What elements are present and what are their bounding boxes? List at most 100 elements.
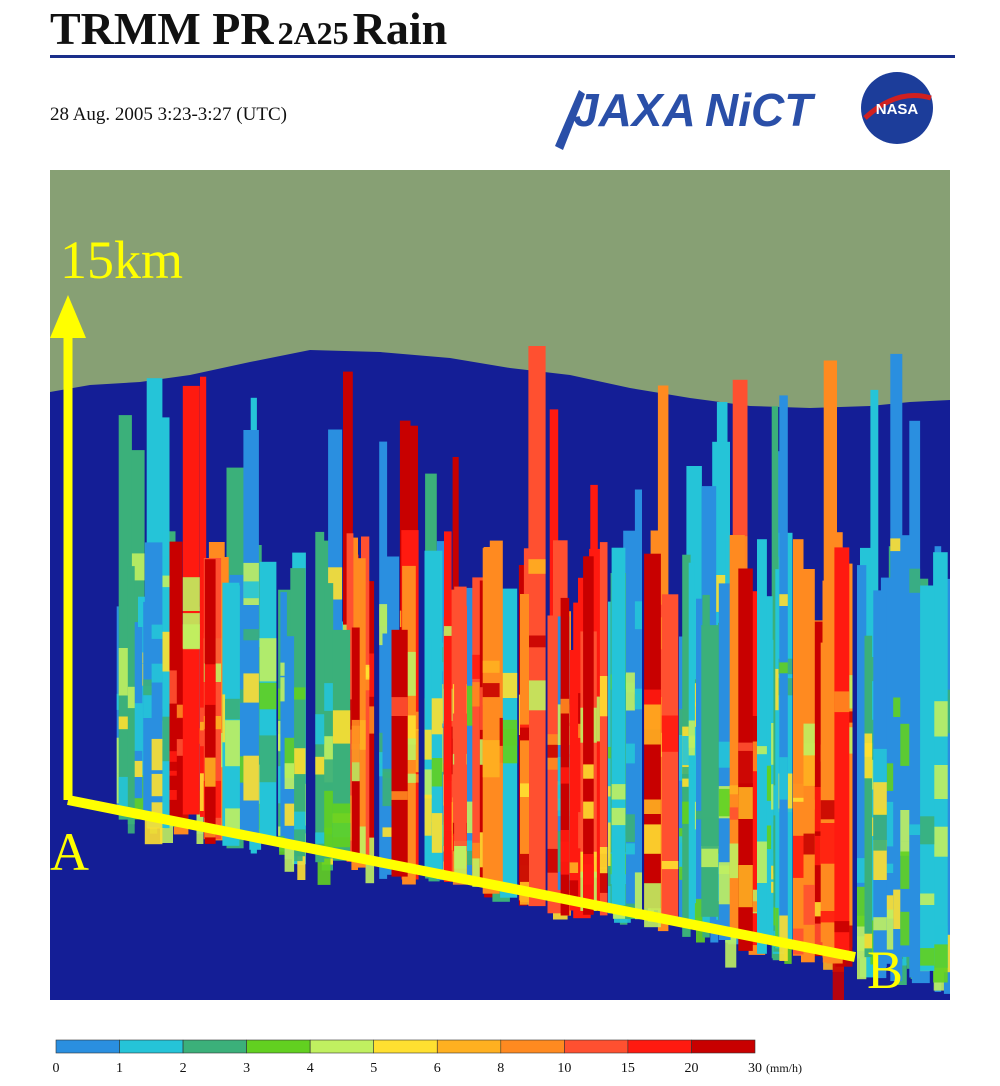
rain-intensity-segment xyxy=(718,788,731,817)
rain-intensity-segment xyxy=(472,858,485,887)
title-main: TRMM PR xyxy=(50,3,274,54)
rain-intensity-segment xyxy=(482,740,500,778)
rain-column xyxy=(520,594,529,902)
nasa-logo: NASA xyxy=(861,72,933,144)
rain-intensity-segment xyxy=(225,720,240,767)
rain-intensity-segment xyxy=(315,832,325,844)
nasa-logo-text: NASA xyxy=(876,101,919,118)
rain-intensity-segment xyxy=(599,868,608,893)
rain-intensity-segment xyxy=(864,743,873,779)
rain-intensity-segment xyxy=(243,755,259,801)
jaxa-logo: JAXA xyxy=(555,84,696,150)
colorbar-tick-label: 8 xyxy=(497,1061,504,1076)
rain-intensity-segment xyxy=(379,604,388,646)
colorbar-tick-label: 5 xyxy=(370,1061,377,1076)
rain-intensity-segment xyxy=(933,765,948,799)
rain-intensity-segment xyxy=(424,822,432,856)
rain-intensity-segment xyxy=(243,673,259,703)
rain-intensity-segment xyxy=(834,691,850,713)
rain-intensity-segment xyxy=(880,863,894,873)
rain-intensity-segment xyxy=(644,799,661,814)
rain-column xyxy=(623,530,637,904)
rain-intensity-segment xyxy=(200,773,207,811)
rain-intensity-segment xyxy=(890,889,903,929)
rain-intensity-segment xyxy=(644,704,661,745)
rain-intensity-segment xyxy=(365,706,375,734)
colorbar-swatch xyxy=(627,1039,692,1054)
height-axis-arrowhead-icon xyxy=(50,295,86,338)
rain-intensity-segment xyxy=(933,925,948,947)
colorbar-swatch xyxy=(246,1039,311,1054)
rain-intensity-segment xyxy=(583,801,594,819)
rain-intensity-segment xyxy=(919,948,935,966)
rain-intensity-segment xyxy=(801,884,815,925)
height-label: 15km xyxy=(60,230,183,290)
nict-logo-text: NiCT xyxy=(705,84,816,136)
rain-intensity-segment xyxy=(482,683,500,698)
rain-intensity-segment xyxy=(688,768,695,789)
colorbar-swatch xyxy=(564,1039,629,1054)
colorbar-tick-label: 30 xyxy=(748,1061,762,1076)
rain-intensity-segment xyxy=(864,933,873,949)
rain-intensity-segment xyxy=(182,577,200,611)
rain-intensity-segment xyxy=(820,911,838,923)
rain-column xyxy=(909,420,921,978)
rain-intensity-segment xyxy=(158,631,170,672)
rain-column xyxy=(611,547,626,906)
rain-intensity-segment xyxy=(284,763,295,789)
rain-intensity-segment xyxy=(933,826,948,857)
rain-intensity-segment xyxy=(284,737,295,778)
rain-intensity-segment xyxy=(757,841,767,883)
header-divider xyxy=(50,55,955,58)
rain-intensity-segment xyxy=(688,720,695,743)
rain-intensity-segment xyxy=(332,803,351,848)
rain-column xyxy=(391,629,408,877)
rain-intensity-segment xyxy=(158,556,170,576)
rain-column xyxy=(793,539,804,956)
rain-intensity-segment xyxy=(204,664,216,705)
rain-column xyxy=(280,592,287,836)
rain-intensity-segment xyxy=(321,759,334,801)
rain-intensity-segment xyxy=(528,559,546,574)
rain-intensity-segment xyxy=(168,790,183,800)
rain-intensity-segment xyxy=(243,629,259,641)
rain-intensity-segment xyxy=(343,492,353,527)
rain-intensity-segment xyxy=(444,831,452,872)
rain-intensity-segment xyxy=(644,824,661,854)
rain-intensity-segment xyxy=(701,817,719,849)
rain-intensity-segment xyxy=(611,784,626,800)
rain-intensity-segment xyxy=(454,841,467,869)
rain-intensity-segment xyxy=(919,893,935,905)
rain-intensity-segment xyxy=(444,768,452,781)
rain-intensity-segment xyxy=(168,761,183,771)
rain-3d-visualization: 15km A B xyxy=(50,170,950,1000)
rain-intensity-segment xyxy=(391,791,408,800)
rain-column xyxy=(701,625,719,917)
rain-intensity-segment xyxy=(634,872,642,920)
rain-intensity-segment xyxy=(382,768,395,778)
rain-column xyxy=(315,531,325,863)
rain-intensity-segment xyxy=(528,635,546,648)
rain-intensity-segment xyxy=(765,769,775,801)
rain-intensity-segment xyxy=(583,764,594,779)
rain-intensity-segment xyxy=(933,701,948,737)
rain-intensity-segment xyxy=(919,816,935,845)
rain-column xyxy=(864,635,873,958)
colorbar-swatches xyxy=(55,1039,756,1054)
cross-section-axes xyxy=(50,295,856,962)
rain-intensity-segment xyxy=(718,862,731,905)
nasa-meatball-icon xyxy=(861,72,933,144)
rain-intensity-segment xyxy=(569,862,579,873)
rain-intensity-segment xyxy=(482,660,500,673)
rain-intensity-segment xyxy=(528,680,546,711)
colorbar-tick-label: 2 xyxy=(180,1061,187,1076)
rain-intensity-segment xyxy=(259,682,277,710)
rain-intensity-segment xyxy=(696,810,705,820)
rain-column xyxy=(933,552,948,968)
rain-column xyxy=(583,556,594,915)
rain-intensity-segment xyxy=(321,827,334,850)
rain-column xyxy=(482,548,500,894)
rain-intensity-segment xyxy=(424,794,432,836)
colorbar-unit-label: (mm/h) xyxy=(766,1061,802,1075)
rain-intensity-segment xyxy=(444,626,452,636)
